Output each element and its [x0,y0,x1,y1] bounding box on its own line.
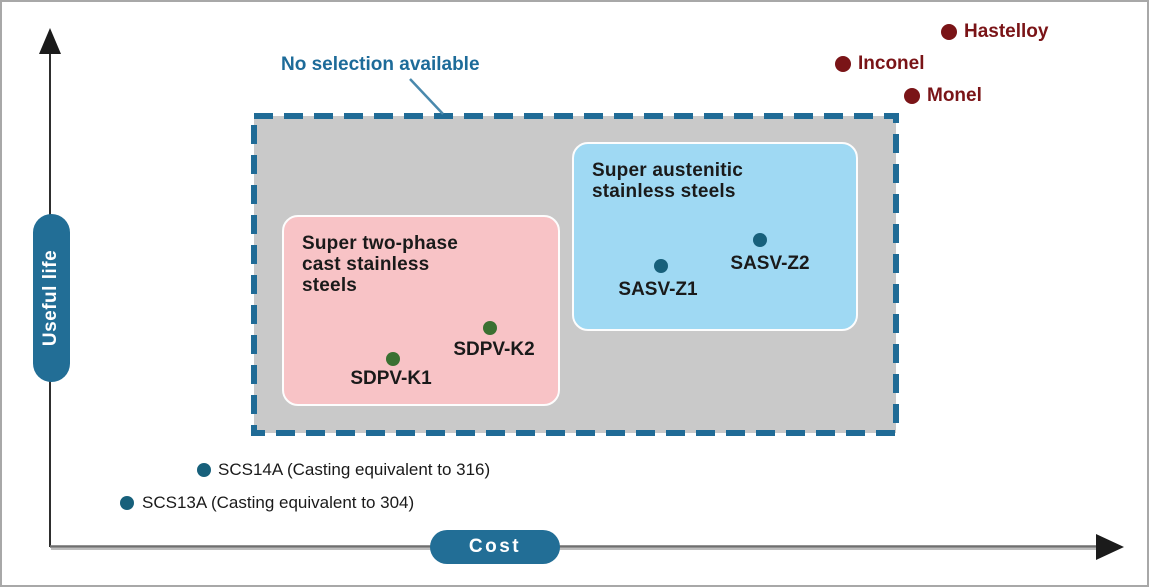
data-point-scs13a [120,496,134,510]
x-axis-label-pill: Cost [430,530,560,564]
data-point-sdpv-k2 [483,321,497,335]
no-selection-annotation: No selection available [281,54,480,75]
data-point-sdpv-k1 [386,352,400,366]
data-point-label-hastelloy: Hastelloy [964,21,1049,42]
annotation-leader-line [409,78,444,115]
region-super-austenitic-stainless-steels: Super austenitic stainless steels [572,142,858,331]
data-point-label-inconel: Inconel [858,53,925,74]
x-axis-arrowhead [1096,534,1124,560]
region-title-austenitic: Super austenitic stainless steels [592,160,744,202]
data-point-label-monel: Monel [927,85,982,106]
data-point-label-scs13a: SCS13A (Casting equivalent to 304) [142,493,415,512]
data-point-monel [904,88,920,104]
data-point-label-sdpv-k2: SDPV-K2 [453,339,535,360]
region-super-two-phase-cast-stainless-steels: Super two-phase cast stainless steels [282,215,560,406]
data-point-hastelloy [941,24,957,40]
data-point-sasv-z1 [654,259,668,273]
y-axis-arrowhead [39,28,61,54]
region-title-two-phase: Super two-phase cast stainless steels [302,233,459,296]
data-point-label-scs14a: SCS14A (Casting equivalent to 316) [218,460,491,479]
data-point-label-sasv-z1: SASV-Z1 [618,279,698,300]
y-axis-label-pill: Useful life [33,214,70,382]
data-point-scs14a [197,463,211,477]
data-point-label-sdpv-k1: SDPV-K1 [350,368,432,389]
data-point-inconel [835,56,851,72]
x-axis-label: Cost [468,536,522,557]
data-point-label-sasv-z2: SASV-Z2 [730,253,810,274]
data-point-sasv-z2 [753,233,767,247]
